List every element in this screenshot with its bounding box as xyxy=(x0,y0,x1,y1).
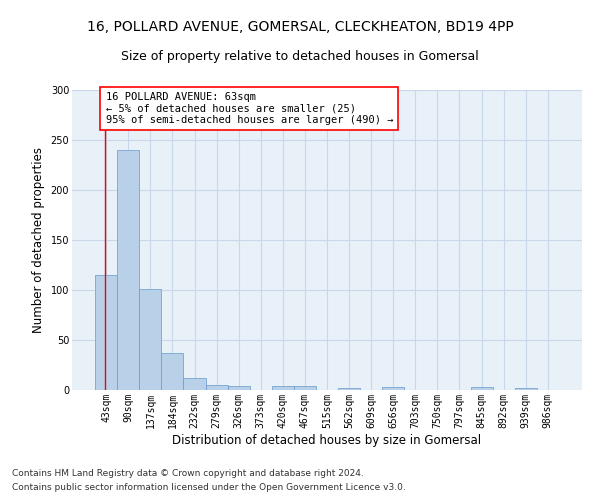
Bar xyxy=(272,386,294,390)
Text: Contains public sector information licensed under the Open Government Licence v3: Contains public sector information licen… xyxy=(12,484,406,492)
Bar xyxy=(470,387,493,390)
Bar xyxy=(382,387,404,390)
Bar xyxy=(227,386,250,390)
Text: Size of property relative to detached houses in Gomersal: Size of property relative to detached ho… xyxy=(121,50,479,63)
Text: Contains HM Land Registry data © Crown copyright and database right 2024.: Contains HM Land Registry data © Crown c… xyxy=(12,468,364,477)
Bar xyxy=(294,386,316,390)
Bar xyxy=(95,275,117,390)
Bar xyxy=(515,388,537,390)
Bar xyxy=(117,150,139,390)
Bar xyxy=(338,388,360,390)
Bar xyxy=(139,289,161,390)
Bar xyxy=(161,353,184,390)
Bar xyxy=(184,378,206,390)
X-axis label: Distribution of detached houses by size in Gomersal: Distribution of detached houses by size … xyxy=(172,434,482,446)
Text: 16, POLLARD AVENUE, GOMERSAL, CLECKHEATON, BD19 4PP: 16, POLLARD AVENUE, GOMERSAL, CLECKHEATO… xyxy=(86,20,514,34)
Bar xyxy=(206,385,227,390)
Text: 16 POLLARD AVENUE: 63sqm
← 5% of detached houses are smaller (25)
95% of semi-de: 16 POLLARD AVENUE: 63sqm ← 5% of detache… xyxy=(106,92,393,125)
Y-axis label: Number of detached properties: Number of detached properties xyxy=(32,147,45,333)
